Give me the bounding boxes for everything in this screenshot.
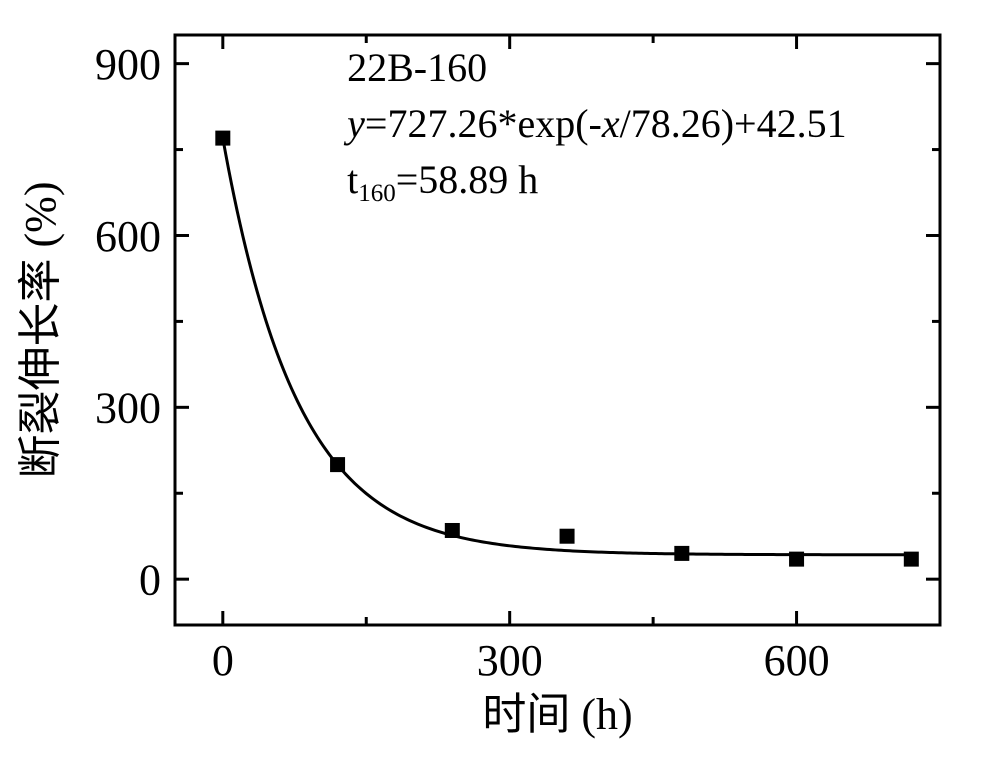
x-tick-label: 600: [764, 636, 830, 685]
data-point: [789, 552, 804, 567]
chart-root: 0 300 600 0 300 600 900 时间 (h) 断裂伸长率 (%) 22B-160 y…: [0, 0, 1000, 777]
data-point: [560, 529, 575, 544]
x-tick-label: 0: [212, 636, 234, 685]
y-tick-label: 300: [95, 384, 161, 433]
data-point: [674, 546, 689, 561]
y-tick-label: 0: [139, 556, 161, 605]
data-point: [330, 457, 345, 472]
data-point: [215, 131, 230, 146]
data-point: [904, 552, 919, 567]
y-tick-label: 600: [95, 212, 161, 261]
x-axis-title: 时间 (h): [482, 690, 632, 739]
chart-svg: 0 300 600 0 300 600 900 时间 (h) 断裂伸长率 (%) 22B-160 y…: [0, 0, 1000, 777]
y-tick-label: 900: [95, 40, 161, 89]
x-tick-label: 300: [477, 636, 543, 685]
annotation-line-2: y=727.26*exp(-x/78.26)+42.51: [343, 101, 846, 146]
annotation-line-1: 22B-160: [347, 45, 487, 90]
data-point: [445, 523, 460, 538]
y-axis-title: 断裂伸长率 (%): [16, 182, 65, 479]
